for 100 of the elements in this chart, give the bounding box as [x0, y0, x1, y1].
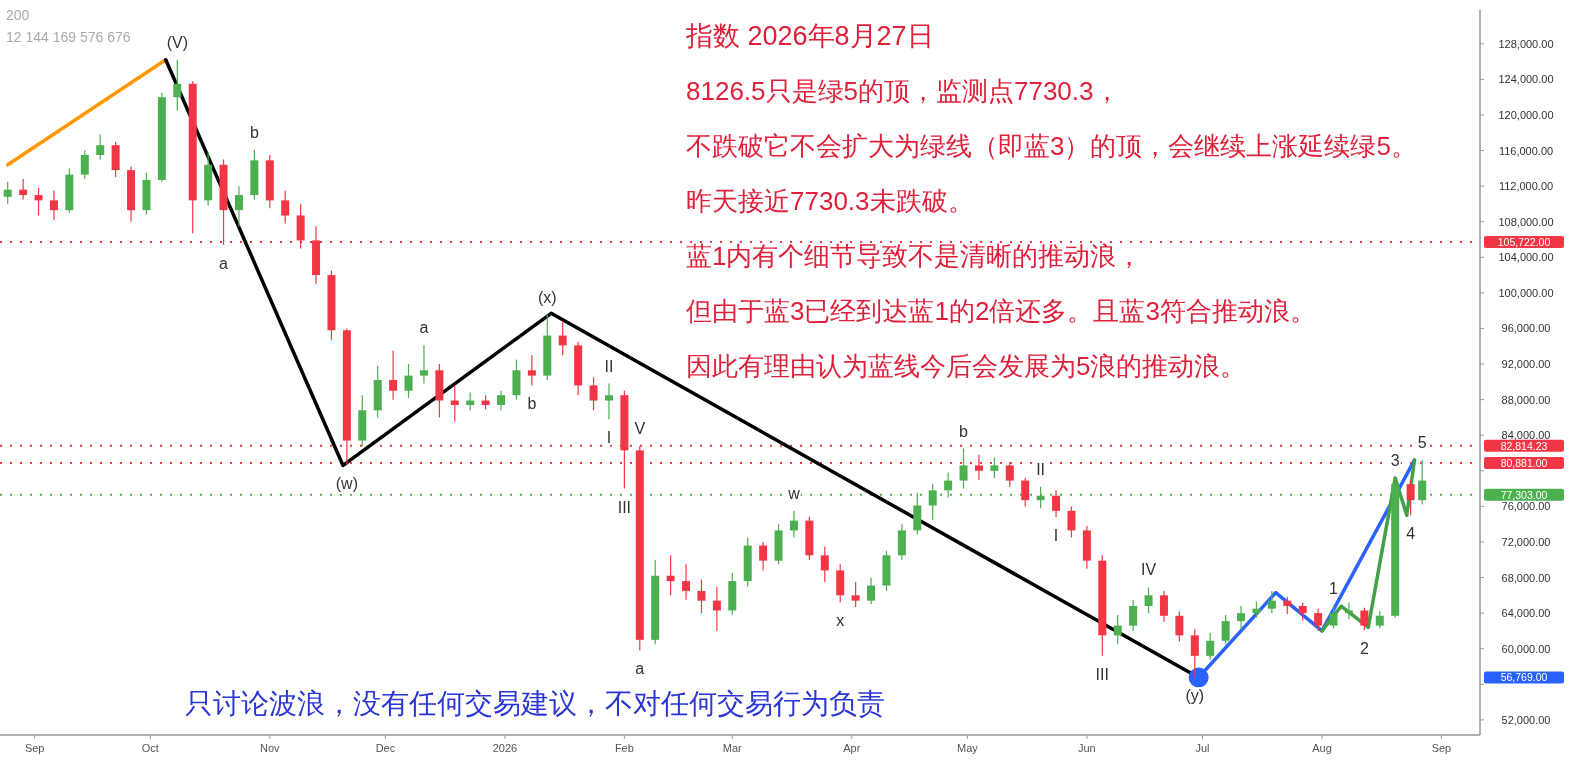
candlestick [1190, 628, 1199, 678]
annotation: III [1095, 665, 1109, 683]
annotation: 只讨论波浪，没有任何交易建议，不对任何交易行为负责 [185, 688, 885, 719]
ref-line-label: 105,722.00 [1497, 235, 1551, 248]
candlestick [1418, 459, 1427, 506]
candlestick [697, 578, 706, 614]
candlestick [789, 510, 798, 539]
annotation: b [249, 123, 259, 141]
annotation: a [419, 319, 429, 337]
text: 8126.5只是绿5的顶，监测点7730.3， [686, 76, 1120, 106]
chart-title: 指数 2026年8月27日 [685, 21, 934, 51]
candlestick [1206, 632, 1215, 660]
x-tick-label: Jul [1195, 742, 1210, 754]
x-tick-label: Nov [260, 742, 281, 754]
annotation: V [634, 419, 646, 437]
candlestick [404, 363, 413, 399]
candlestick [1344, 601, 1353, 620]
annotation: 3 [1390, 451, 1400, 469]
candlestick [281, 189, 290, 225]
candlestick [1052, 489, 1061, 518]
y-tick-label: 108,000.00 [1498, 215, 1554, 228]
y-tick-label: 52,000.00 [1501, 713, 1551, 726]
candlestick [419, 344, 428, 385]
candlestick [712, 585, 721, 632]
candlestick [34, 187, 43, 217]
candlestick [19, 178, 28, 201]
y-tick-label: 84,000.00 [1501, 429, 1551, 442]
candlestick [1314, 608, 1323, 632]
candlestick [959, 447, 968, 490]
candlestick [1129, 599, 1138, 632]
y-tick-label: 60,000.00 [1501, 642, 1551, 655]
candlestick [851, 581, 860, 608]
annotation: 5 [1417, 434, 1427, 452]
candlestick [3, 181, 12, 205]
x-tick-label: Feb [614, 742, 634, 754]
x-tick-label: May [957, 742, 979, 754]
x-tick-label: Aug [1312, 742, 1332, 754]
annotation: (x) [537, 289, 557, 307]
candlestick [173, 59, 182, 112]
annotation: II [604, 357, 614, 375]
annotation: b [959, 422, 969, 440]
candlestick [1113, 614, 1122, 645]
ref-line-label: 80,881.00 [1500, 456, 1548, 469]
annotation: 但由于蓝3已经到达蓝1的2倍还多。且蓝3符合推动浪。 [686, 296, 1316, 326]
y-tick-label: 120,000.00 [1498, 108, 1554, 121]
y-tick-label: 76,000.00 [1501, 500, 1551, 513]
candlestick [820, 545, 829, 583]
candlestick [1144, 586, 1153, 614]
candlestick [1237, 605, 1246, 630]
text: 56,769.00 [1500, 671, 1548, 684]
y-tick-label: 92,000.00 [1501, 358, 1551, 371]
y-tick-label: 72,000.00 [1501, 535, 1551, 548]
annotation: I [606, 429, 612, 447]
annotation: w [787, 484, 801, 502]
candlestick [1159, 590, 1168, 623]
x-tick-label: Sep [24, 742, 45, 754]
candlestick [1067, 505, 1076, 539]
annotation: 1 [1329, 580, 1339, 598]
x-tick-label: Sep [1431, 742, 1452, 754]
x-tick-label: Apr [843, 742, 861, 754]
y-tick-label: 104,000.00 [1498, 251, 1554, 264]
y-tick-label: 116,000.00 [1498, 144, 1554, 157]
annotation: 蓝1内有个细节导致不是清晰的推动浪， [686, 241, 1143, 271]
ref-line-label: 77,303.00 [1500, 488, 1548, 501]
candlestick [497, 390, 506, 411]
annotation: II [1036, 460, 1046, 478]
candlestick [80, 149, 89, 180]
y-tick-label: 100,000.00 [1498, 286, 1554, 299]
ref-line-label: 82,814.23 [1500, 439, 1548, 452]
annotation: 12 144 169 576 676 [6, 29, 131, 45]
candlestick [666, 554, 675, 596]
annotation: 4 [1406, 525, 1416, 543]
candlestick [1360, 607, 1369, 631]
annotation: III [617, 498, 632, 516]
annotation: 因此有理由认为蓝线今后会发展为5浪的推动浪。 [686, 351, 1247, 381]
annotation: I [1053, 527, 1059, 545]
y-tick-label: 128,000.00 [1498, 37, 1554, 50]
y-tick-label: 124,000.00 [1498, 73, 1554, 86]
candlestick [1221, 614, 1230, 645]
annotation: b [527, 395, 537, 413]
x-tick-label: Oct [141, 742, 159, 754]
annotation: 昨天接近7730.3未跌破。 [686, 186, 974, 216]
candlestick [558, 320, 567, 356]
candlestick [49, 189, 58, 221]
x-tick-label: Jun [1078, 742, 1096, 754]
x-tick-label: Mar [722, 742, 743, 754]
y-tick-label: 112,000.00 [1498, 180, 1554, 193]
x-tick-label: 2026 [492, 742, 518, 754]
annotation: a [219, 254, 229, 272]
annotation: 200 [6, 7, 30, 23]
annotation: 不跌破它不会扩大为绿线（即蓝3）的顶，会继续上涨延续绿5。 [686, 131, 1417, 161]
x-tick-label: Dec [375, 742, 396, 754]
candlestick [1021, 477, 1030, 507]
annotation: IV [1140, 561, 1157, 579]
candlestick [389, 350, 398, 401]
annotation: x [836, 612, 845, 630]
candlestick [589, 376, 598, 411]
annotation: a [635, 660, 645, 678]
candlestick [990, 456, 999, 479]
candlestick [1329, 605, 1338, 629]
